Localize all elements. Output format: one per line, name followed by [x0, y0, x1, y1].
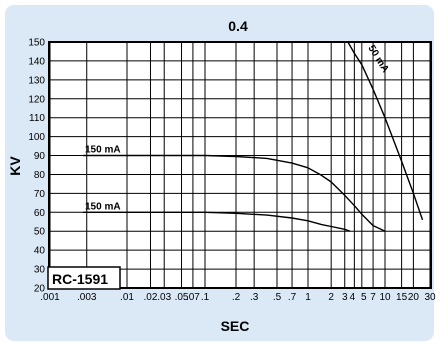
series-line-2 — [83, 211, 351, 232]
x-tick-label: 10 — [379, 292, 391, 303]
model-label: RC-1591 — [52, 271, 108, 287]
series-label-1: 150 mA — [85, 145, 121, 156]
x-tick-label: .2 — [232, 292, 241, 303]
x-tick-label: 2 — [328, 292, 334, 303]
y-tick-label: 150 — [28, 38, 45, 49]
x-tick-label: 30 — [424, 292, 436, 303]
y-tick-label: 90 — [34, 151, 46, 162]
y-tick-label: 60 — [34, 208, 46, 219]
x-tick-label: .03 — [157, 292, 171, 303]
label-layer: 2030405060708090100110120130140150.001.0… — [28, 38, 436, 304]
x-tick-label: .05 — [175, 292, 189, 303]
series-line-3 — [347, 41, 424, 221]
x-tick-label: .01 — [120, 292, 134, 303]
x-tick-label: 7 — [370, 292, 376, 303]
y-tick-label: 80 — [34, 170, 46, 181]
x-tick-label: .5 — [273, 292, 282, 303]
y-axis-label: KV — [7, 156, 23, 176]
x-tick-label: .7 — [288, 292, 297, 303]
model-label-box: RC-1591 — [47, 266, 121, 290]
chart-title: 0.4 — [228, 18, 248, 34]
x-tick-label: .07 — [186, 292, 200, 303]
y-tick-label: 30 — [34, 265, 46, 276]
y-tick-label: 40 — [34, 246, 46, 257]
y-tick-label: 130 — [28, 75, 45, 86]
y-tick-label: 110 — [29, 113, 45, 124]
series-layer — [83, 41, 424, 232]
x-tick-label: 1 — [305, 292, 311, 303]
x-tick-label: .001 — [40, 292, 60, 303]
x-tick-label: .3 — [250, 292, 259, 303]
series-label-2: 150 mA — [85, 201, 121, 212]
y-tick-label: 50 — [34, 227, 46, 238]
x-tick-label: 15 — [396, 292, 408, 303]
x-tick-label: 20 — [408, 292, 420, 303]
x-tick-label: .1 — [201, 292, 210, 303]
x-tick-label: 4 — [350, 292, 356, 303]
plot-frame — [48, 41, 432, 289]
x-tick-label: .003 — [77, 292, 97, 303]
x-tick-label: 3 — [342, 292, 348, 303]
x-axis-label: SEC — [221, 318, 250, 334]
x-tick-label: .02 — [144, 292, 158, 303]
y-tick-label: 20 — [34, 284, 46, 295]
y-tick-label: 70 — [34, 189, 46, 200]
plot-area — [49, 42, 431, 288]
y-tick-label: 120 — [28, 94, 45, 105]
y-tick-label: 100 — [28, 132, 45, 143]
y-tick-label: 140 — [28, 56, 45, 67]
grid — [48, 41, 432, 289]
x-tick-label: 5 — [361, 292, 367, 303]
series-line-1 — [83, 154, 386, 232]
